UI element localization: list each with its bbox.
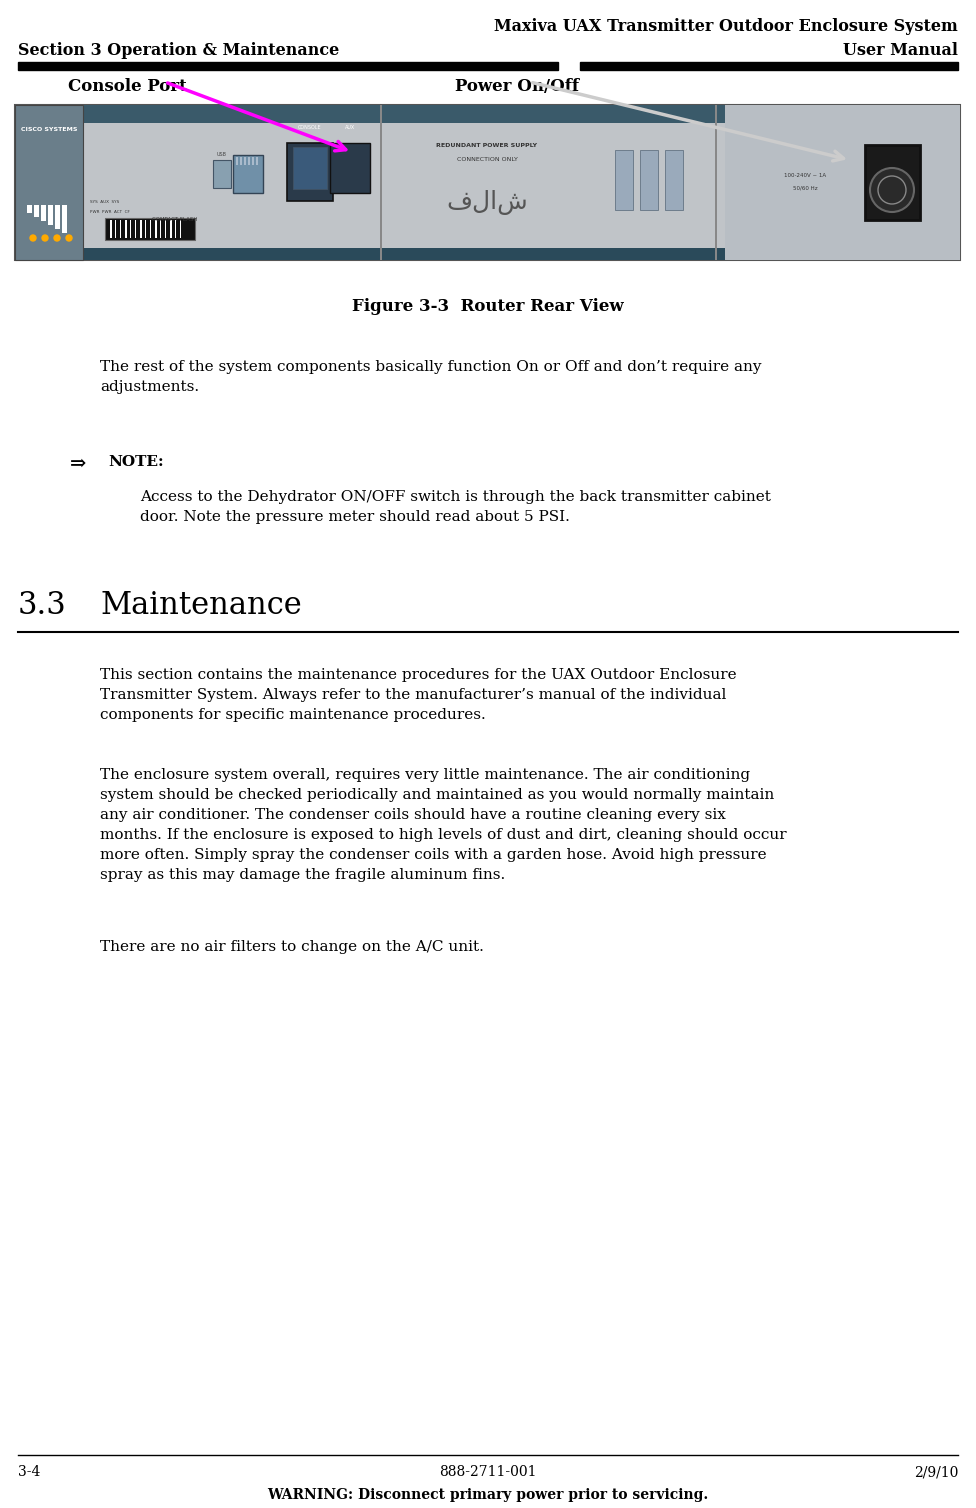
Text: door. Note the pressure meter should read about 5 PSI.: door. Note the pressure meter should rea… (140, 510, 570, 523)
Bar (175, 220, 176, 238)
Text: ⇒: ⇒ (70, 455, 86, 474)
Bar (244, 157, 246, 164)
Bar (62, 205, 67, 234)
Bar (380, 106, 382, 259)
Circle shape (42, 235, 48, 241)
Text: WARNING: Disconnect primary power prior to servicing.: WARNING: Disconnect primary power prior … (267, 1488, 709, 1502)
Bar (150, 220, 151, 238)
Bar (120, 220, 121, 238)
Text: Maintenance: Maintenance (100, 590, 302, 621)
Text: 3-4: 3-4 (18, 1464, 40, 1479)
Text: components for specific maintenance procedures.: components for specific maintenance proc… (100, 707, 486, 722)
Text: This section contains the maintenance procedures for the UAX Outdoor Enclosure: This section contains the maintenance pr… (100, 668, 737, 682)
Bar (580, 62, 958, 69)
Bar (15, 106, 960, 259)
Text: SYS  AUX  SYS: SYS AUX SYS (90, 201, 119, 204)
Text: CISCO SYSTEMS: CISCO SYSTEMS (20, 127, 77, 133)
Bar (252, 157, 254, 164)
Text: months. If the enclosure is exposed to high levels of dust and dirt, cleaning sh: months. If the enclosure is exposed to h… (100, 828, 787, 841)
Text: AUX: AUX (345, 125, 355, 130)
Text: adjustments.: adjustments. (100, 380, 199, 394)
Text: COMPACT FLASH: COMPACT FLASH (152, 217, 198, 222)
Bar (55, 205, 60, 229)
Circle shape (54, 235, 60, 241)
Bar (236, 157, 238, 164)
Bar (145, 220, 146, 238)
Bar (233, 155, 263, 193)
Bar (640, 149, 658, 210)
Bar (180, 220, 181, 238)
Bar (865, 145, 920, 220)
Text: USB: USB (217, 152, 227, 157)
Bar (615, 149, 633, 210)
Bar (293, 146, 327, 188)
Text: CONNECTION ONLY: CONNECTION ONLY (457, 157, 517, 161)
Bar (48, 205, 53, 225)
Text: more often. Simply spray the condenser coils with a garden hose. Avoid high pres: more often. Simply spray the condenser c… (100, 847, 766, 863)
Bar (725, 106, 960, 259)
Text: system should be checked periodically and maintained as you would normally maint: system should be checked periodically an… (100, 789, 774, 802)
Text: There are no air filters to change on the A/C unit.: There are no air filters to change on th… (100, 939, 484, 955)
Bar (256, 157, 258, 164)
Bar (135, 220, 136, 238)
Bar (715, 106, 717, 259)
Text: Figure 3-3  Router Rear View: Figure 3-3 Router Rear View (352, 299, 624, 315)
Text: 50/60 Hz: 50/60 Hz (793, 185, 817, 190)
Text: 100-240V ~ 1A: 100-240V ~ 1A (784, 173, 826, 178)
Text: فلاش: فلاش (446, 190, 528, 216)
Bar (160, 220, 161, 238)
Bar (140, 220, 142, 238)
Bar (15, 106, 83, 259)
Bar (155, 220, 157, 238)
Text: 3.3: 3.3 (18, 590, 66, 621)
Bar (665, 149, 683, 210)
Text: 888-2711-001: 888-2711-001 (439, 1464, 537, 1479)
Circle shape (30, 235, 36, 241)
Text: The rest of the system components basically function On or Off and don’t require: The rest of the system components basica… (100, 360, 761, 374)
Text: REDUNDANT POWER SUPPLY: REDUNDANT POWER SUPPLY (436, 143, 538, 148)
Text: any air conditioner. The condenser coils should have a routine cleaning every si: any air conditioner. The condenser coils… (100, 808, 726, 822)
Bar (213, 160, 231, 188)
Text: 2/9/10: 2/9/10 (914, 1464, 958, 1479)
Text: User Manual: User Manual (843, 42, 958, 59)
Text: Maxiva UAX Transmitter Outdoor Enclosure System: Maxiva UAX Transmitter Outdoor Enclosure… (494, 18, 958, 35)
Bar (34, 205, 39, 217)
Bar (125, 220, 127, 238)
Bar (170, 220, 172, 238)
Text: Access to the Dehydrator ON/OFF switch is through the back transmitter cabinet: Access to the Dehydrator ON/OFF switch i… (140, 490, 771, 504)
Text: CONSOLE: CONSOLE (299, 125, 322, 130)
Text: Console Port: Console Port (68, 78, 186, 95)
Bar (165, 220, 166, 238)
Bar (15, 247, 960, 259)
Bar (115, 220, 116, 238)
Text: Section 3 Operation & Maintenance: Section 3 Operation & Maintenance (18, 42, 340, 59)
Text: spray as this may damage the fragile aluminum fins.: spray as this may damage the fragile alu… (100, 869, 506, 882)
Bar (248, 157, 250, 164)
Text: The enclosure system overall, requires very little maintenance. The air conditio: The enclosure system overall, requires v… (100, 768, 751, 783)
Bar (287, 143, 333, 201)
Bar (15, 106, 960, 124)
Text: NOTE:: NOTE: (108, 455, 164, 469)
Bar (110, 220, 112, 238)
Circle shape (66, 235, 72, 241)
Text: Power On/Off: Power On/Off (455, 78, 579, 95)
Bar (240, 157, 242, 164)
Circle shape (870, 167, 914, 213)
Bar (18, 62, 558, 69)
Bar (41, 205, 46, 222)
Text: Transmitter System. Always refer to the manufacturer’s manual of the individual: Transmitter System. Always refer to the … (100, 688, 726, 703)
Bar (27, 205, 32, 213)
Bar (130, 220, 131, 238)
Text: PWR  PWR  ACT  CF: PWR PWR ACT CF (90, 210, 130, 214)
Bar (330, 143, 370, 193)
Bar (105, 219, 195, 240)
